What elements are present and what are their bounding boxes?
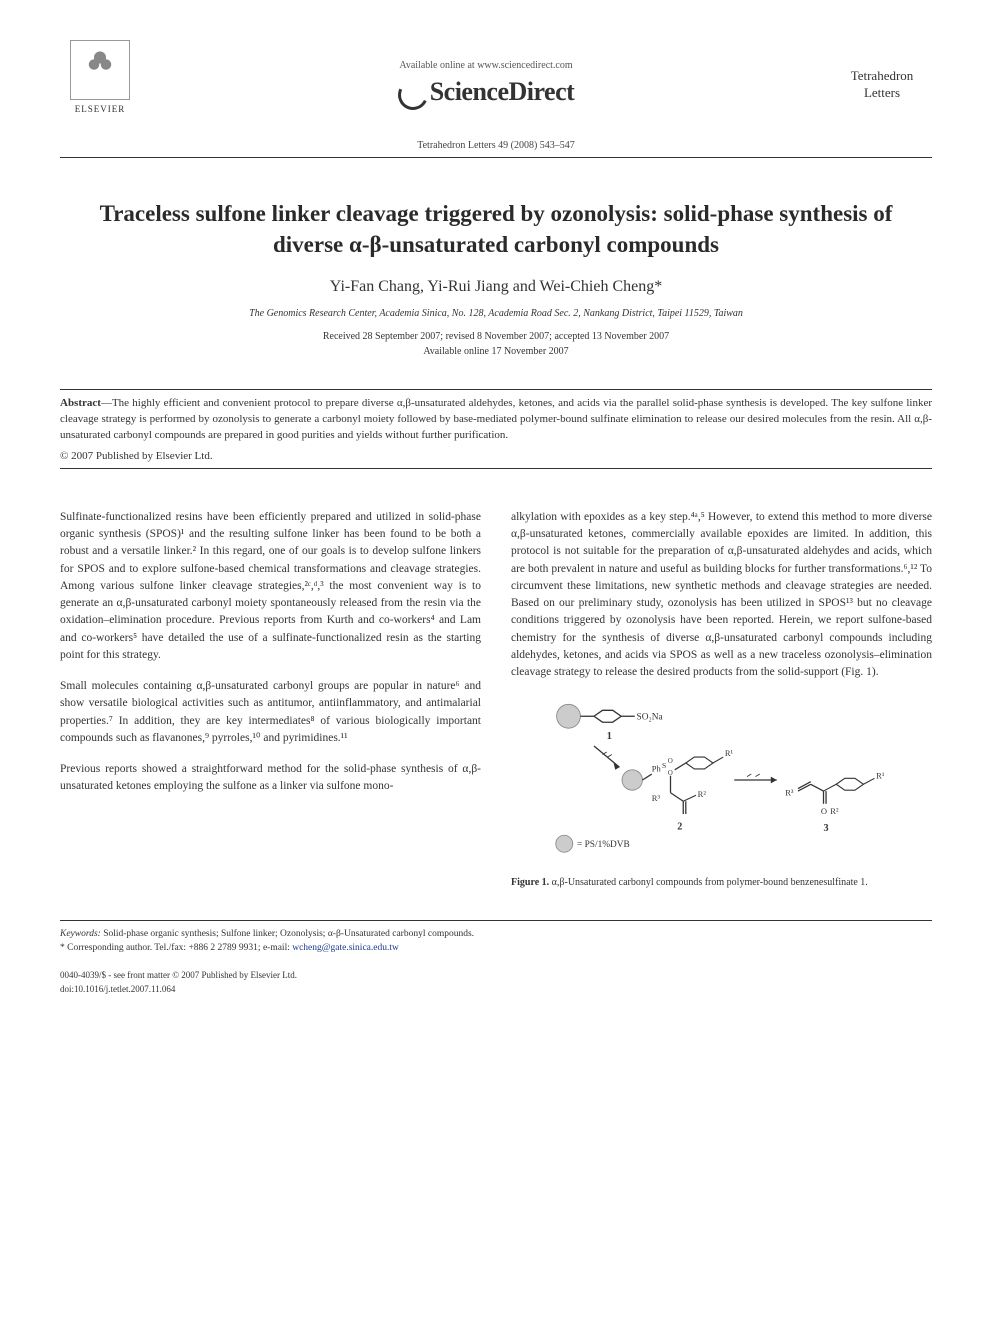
figure-1: SO₂Na 1 Ph S O O R¹: [511, 695, 932, 889]
corr-email-link[interactable]: wcheng@gate.sinica.edu.tw: [292, 943, 399, 953]
fig-resin-legend: = PS/1%DVB: [577, 841, 630, 851]
elsevier-tree-icon: [70, 40, 130, 100]
body-columns: Sulfinate-functionalized resins have bee…: [60, 509, 932, 890]
fig-compound-2: 2: [677, 822, 682, 833]
abstract-label: Abstract: [60, 397, 101, 409]
fig-r3b: R³: [785, 788, 794, 798]
page-footer: Keywords: Solid-phase organic synthesis;…: [60, 920, 932, 997]
figure-1-scheme: SO₂Na 1 Ph S O O R¹: [511, 695, 932, 865]
column-left: Sulfinate-functionalized resins have bee…: [60, 509, 481, 890]
abstract-bottom-rule: [60, 468, 932, 469]
fig-r1b: R¹: [876, 771, 885, 781]
fig-ph: Ph: [652, 764, 662, 774]
available-date: Available online 17 November 2007: [60, 344, 932, 359]
fig-r3a: R³: [652, 794, 661, 804]
abstract-top-rule: [60, 389, 932, 390]
citation-line: Tetrahedron Letters 49 (2008) 543–547: [60, 140, 932, 151]
issn-line: 0040-4039/$ - see front matter © 2007 Pu…: [60, 969, 479, 983]
footer-left: Keywords: Solid-phase organic synthesis;…: [60, 927, 479, 997]
svg-text:S: S: [662, 762, 666, 771]
received-date: Received 28 September 2007; revised 8 No…: [60, 329, 932, 344]
corresponding-author: * Corresponding author. Tel./fax: +886 2…: [60, 941, 479, 955]
footer-meta: 0040-4039/$ - see front matter © 2007 Pu…: [60, 969, 479, 996]
column-right: alkylation with epoxides as a key step.⁴…: [511, 509, 932, 890]
header-rule: [60, 157, 932, 158]
paragraph-3: Previous reports showed a straightforwar…: [60, 761, 481, 796]
fig-r2b: R²: [830, 806, 839, 816]
doi-line: doi:10.1016/j.tetlet.2007.11.064: [60, 983, 479, 997]
article-dates: Received 28 September 2007; revised 8 No…: [60, 329, 932, 359]
fig-so2na: SO₂Na: [637, 713, 664, 723]
available-online-text: Available online at www.sciencedirect.co…: [140, 60, 832, 71]
affiliation: The Genomics Research Center, Academia S…: [60, 308, 932, 319]
svg-text:O: O: [668, 758, 673, 765]
paragraph-1: Sulfinate-functionalized resins have bee…: [60, 509, 481, 664]
keywords-label: Keywords:: [60, 929, 101, 939]
journal-badge: Tetrahedron Letters: [832, 68, 932, 102]
author-list: Yi-Fan Chang, Yi-Rui Jiang and Wei-Chieh…: [60, 278, 932, 296]
elsevier-logo: ELSEVIER: [60, 40, 140, 130]
keywords-text: Solid-phase organic synthesis; Sulfone l…: [101, 929, 474, 939]
abstract-block: Abstract—The highly efficient and conven…: [60, 396, 932, 444]
article-title: Traceless sulfone linker cleavage trigge…: [90, 198, 902, 260]
fig-compound-1: 1: [607, 732, 612, 743]
sciencedirect-logo: ScienceDirect: [140, 77, 832, 109]
page-header: ELSEVIER Available online at www.science…: [60, 40, 932, 130]
paragraph-4: alkylation with epoxides as a key step.⁴…: [511, 509, 932, 682]
copyright-line: © 2007 Published by Elsevier Ltd.: [60, 450, 932, 462]
svg-text:O: O: [821, 806, 827, 816]
corr-label: * Corresponding author. Tel./fax: +886 2…: [60, 943, 292, 953]
sciencedirect-swoosh-icon: [393, 75, 431, 113]
paragraph-2: Small molecules containing α,β-unsaturat…: [60, 678, 481, 747]
figure-caption-label: Figure 1.: [511, 877, 549, 888]
platform-name: ScienceDirect: [430, 77, 575, 106]
fig-r2a: R²: [698, 789, 707, 799]
fig-compound-3: 3: [824, 823, 829, 834]
publisher-label: ELSEVIER: [75, 104, 126, 114]
figure-caption-text: α,β-Unsaturated carbonyl compounds from …: [549, 877, 868, 888]
header-center: Available online at www.sciencedirect.co…: [140, 60, 832, 109]
journal-name-line2: Letters: [832, 85, 932, 102]
journal-name-line1: Tetrahedron: [832, 68, 932, 85]
fig-r1a: R¹: [725, 749, 734, 759]
keywords-block: Keywords: Solid-phase organic synthesis;…: [60, 927, 479, 941]
figure-1-caption: Figure 1. α,β-Unsaturated carbonyl compo…: [511, 876, 932, 890]
abstract-text: —The highly efficient and convenient pro…: [60, 397, 932, 441]
